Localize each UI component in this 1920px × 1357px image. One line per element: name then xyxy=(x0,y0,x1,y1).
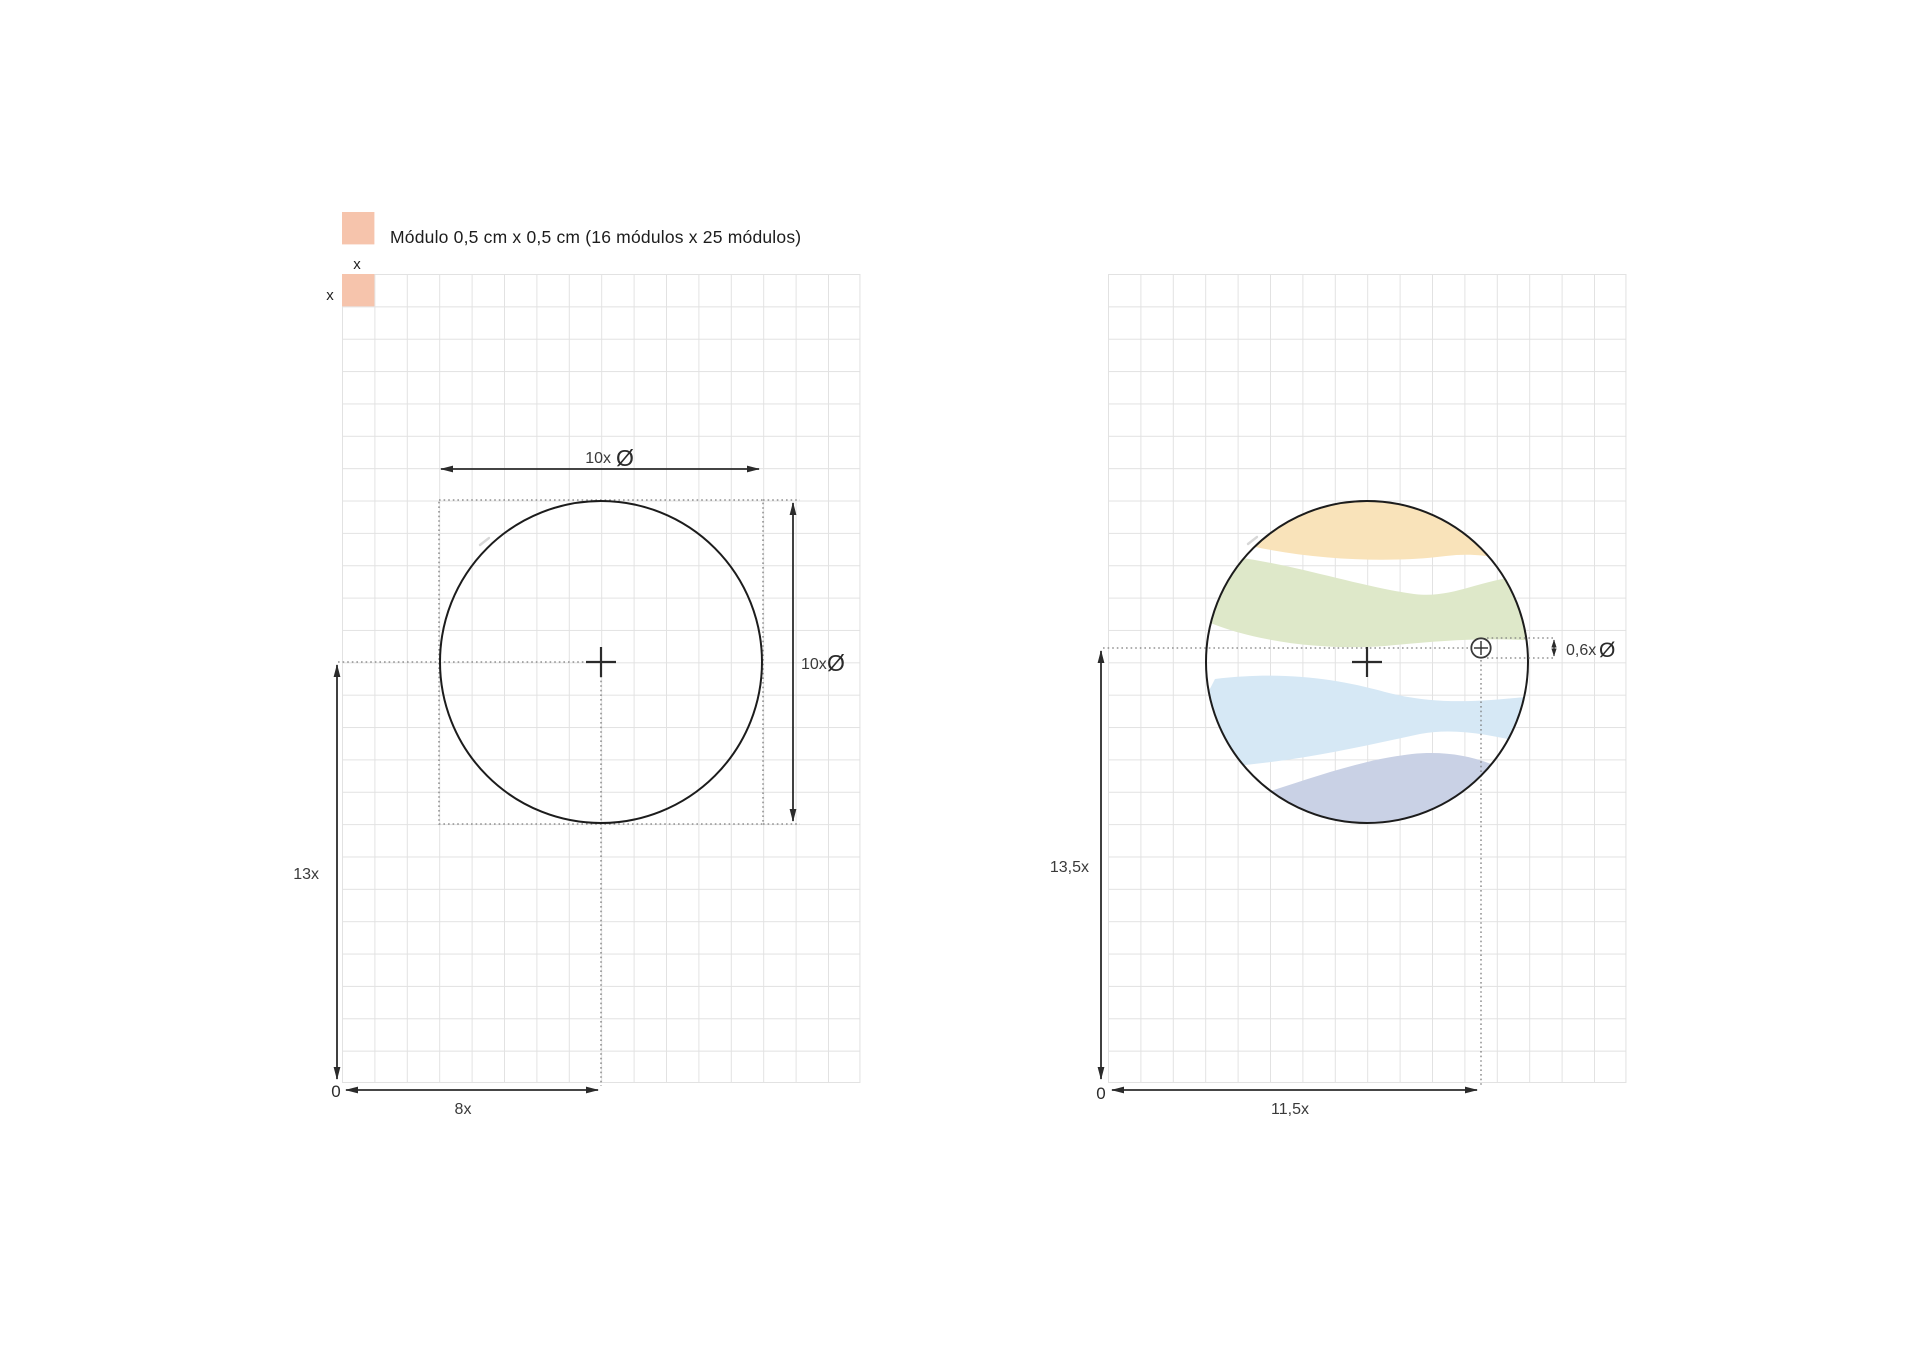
horizontal-offset-label-right: 11,5x xyxy=(1271,1101,1309,1118)
left-grid-border xyxy=(342,274,861,1083)
right-grid-border xyxy=(1108,274,1627,1083)
module-x-top-label: x xyxy=(353,256,361,273)
vertical-offset-label-right: 13,5x xyxy=(1050,859,1089,876)
dot-circle-cross xyxy=(1474,641,1488,655)
dot-diameter-symbol: Ø xyxy=(1599,639,1615,662)
right-module-grid xyxy=(1108,274,1627,1083)
left-construction-diagram: 10x Ø 10x Ø 13x 0 8x xyxy=(293,445,845,1118)
right-logo-diagram: 0,6x Ø 13,5x 0 11,5x xyxy=(1050,500,1615,1118)
diameter-top-label: 10x xyxy=(585,450,611,467)
logo-center-cross xyxy=(1352,647,1382,677)
diameter-symbol-top: Ø xyxy=(616,445,634,471)
diameter-side-label: 10x xyxy=(801,656,827,673)
wave-lavender xyxy=(1230,753,1528,823)
legend-module-swatch xyxy=(342,212,375,245)
legend-label: Módulo 0,5 cm x 0,5 cm (16 módulos x 25 … xyxy=(390,227,801,247)
diameter-symbol-side: Ø xyxy=(827,650,845,676)
wave-blue xyxy=(1206,675,1528,768)
stray-mark xyxy=(1246,535,1259,546)
origin-label-right: 0 xyxy=(1096,1084,1105,1103)
horizontal-offset-label: 8x xyxy=(455,1101,472,1118)
construction-circle xyxy=(439,500,763,824)
wave-green xyxy=(1206,557,1528,648)
logo-circle xyxy=(1205,500,1529,824)
right-grid-area xyxy=(1108,274,1627,1083)
wave-sand xyxy=(1206,501,1528,565)
origin-label-left: 0 xyxy=(331,1082,340,1101)
module-x-left-label: x xyxy=(326,287,334,304)
legend: Módulo 0,5 cm x 0,5 cm (16 módulos x 25 … xyxy=(342,212,801,247)
module-unit-cell xyxy=(342,274,375,307)
stray-mark xyxy=(478,536,491,547)
vertical-offset-label: 13x xyxy=(293,866,319,883)
circle-center-cross xyxy=(586,647,616,677)
logo-waves xyxy=(1206,501,1528,823)
dot-diameter-label: 0,6x xyxy=(1566,642,1596,659)
